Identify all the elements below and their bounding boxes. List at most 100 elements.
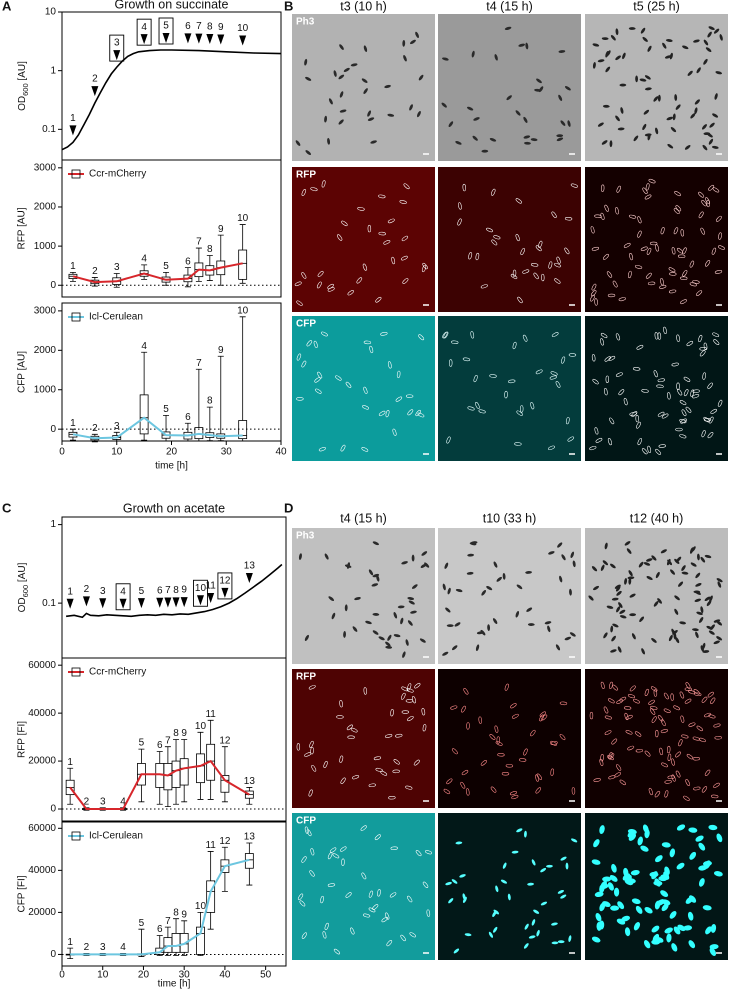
cell xyxy=(624,578,628,585)
cell xyxy=(340,444,346,452)
cell xyxy=(625,874,632,884)
cell xyxy=(688,940,696,949)
cell xyxy=(400,255,408,261)
cell xyxy=(594,891,604,898)
cell xyxy=(528,935,536,939)
y-tick-label: 1000 xyxy=(34,384,57,395)
cell xyxy=(669,272,677,276)
cell xyxy=(564,247,570,255)
cell xyxy=(317,371,323,379)
cell xyxy=(548,551,555,555)
cell xyxy=(595,913,602,922)
cell xyxy=(525,42,529,50)
cell xyxy=(662,42,667,49)
cell xyxy=(445,881,452,886)
panel-letter: D xyxy=(284,500,293,515)
cell xyxy=(655,449,662,455)
channel-label: CFP xyxy=(296,319,316,330)
cell xyxy=(652,933,660,943)
cell xyxy=(605,51,609,58)
cell xyxy=(486,586,493,591)
cell xyxy=(329,847,337,853)
whisker-high xyxy=(164,746,171,764)
cell xyxy=(701,696,708,703)
cell xyxy=(337,234,343,241)
cell xyxy=(491,239,498,246)
cell xyxy=(557,889,565,894)
cell xyxy=(414,682,421,689)
cell xyxy=(327,137,331,145)
cell xyxy=(698,211,704,219)
cell xyxy=(605,66,611,73)
cell xyxy=(572,560,576,568)
micrograph xyxy=(438,316,581,461)
cell xyxy=(610,625,614,633)
cell xyxy=(611,597,619,601)
cell xyxy=(373,756,382,761)
whisker-low xyxy=(217,274,224,286)
cell xyxy=(515,611,520,618)
cell xyxy=(604,356,611,362)
column-header: t5 (25 h) xyxy=(633,0,680,13)
cell xyxy=(354,596,361,601)
cell xyxy=(335,375,342,381)
x-tick-label: 40 xyxy=(219,970,231,981)
cell xyxy=(712,113,719,118)
cell xyxy=(616,590,622,596)
cell xyxy=(480,284,488,289)
channel-label: CFP xyxy=(296,816,316,827)
cell xyxy=(630,869,640,876)
whisker-high xyxy=(246,787,253,792)
cell xyxy=(702,124,707,130)
cell xyxy=(535,787,541,794)
cell xyxy=(462,896,467,903)
cell xyxy=(361,447,369,452)
cell xyxy=(416,110,421,118)
cell xyxy=(560,894,567,899)
cell xyxy=(682,45,689,50)
cell xyxy=(610,649,617,653)
y-tick-label: 20000 xyxy=(28,907,56,918)
cell xyxy=(298,553,302,560)
cell xyxy=(387,113,395,117)
cell xyxy=(671,943,678,952)
plot-frame xyxy=(61,302,282,442)
cell xyxy=(633,135,639,142)
cell xyxy=(454,622,461,627)
cell xyxy=(363,88,368,95)
cell xyxy=(610,905,620,911)
cell xyxy=(478,716,483,724)
timepoint-arrow xyxy=(180,597,188,608)
box-label: 8 xyxy=(207,396,213,407)
box-label: 5 xyxy=(163,404,169,415)
cell xyxy=(461,770,469,776)
cell xyxy=(716,620,723,626)
whisker-low xyxy=(246,868,253,886)
cell xyxy=(702,372,706,380)
cell xyxy=(488,931,494,938)
cell xyxy=(569,588,572,596)
box-label: 6 xyxy=(157,740,163,751)
cell xyxy=(668,267,676,273)
cell xyxy=(462,183,467,192)
cell xyxy=(659,284,667,289)
cell xyxy=(357,207,365,211)
x-tick-label: 0 xyxy=(59,447,65,458)
cell xyxy=(676,862,685,870)
cell xyxy=(590,290,597,297)
channel-label: RFP xyxy=(296,170,316,181)
whisker-high xyxy=(221,746,228,776)
cell xyxy=(706,199,710,208)
cell xyxy=(611,863,617,873)
cell xyxy=(678,581,684,587)
y-tick-label: 3000 xyxy=(34,162,57,173)
cell xyxy=(421,551,428,556)
micrograph xyxy=(438,669,581,808)
cell xyxy=(632,367,641,371)
cell xyxy=(421,708,426,716)
cell xyxy=(600,681,605,689)
cell xyxy=(407,716,414,722)
cell xyxy=(660,278,664,286)
cell xyxy=(698,334,703,343)
cell xyxy=(550,741,557,746)
